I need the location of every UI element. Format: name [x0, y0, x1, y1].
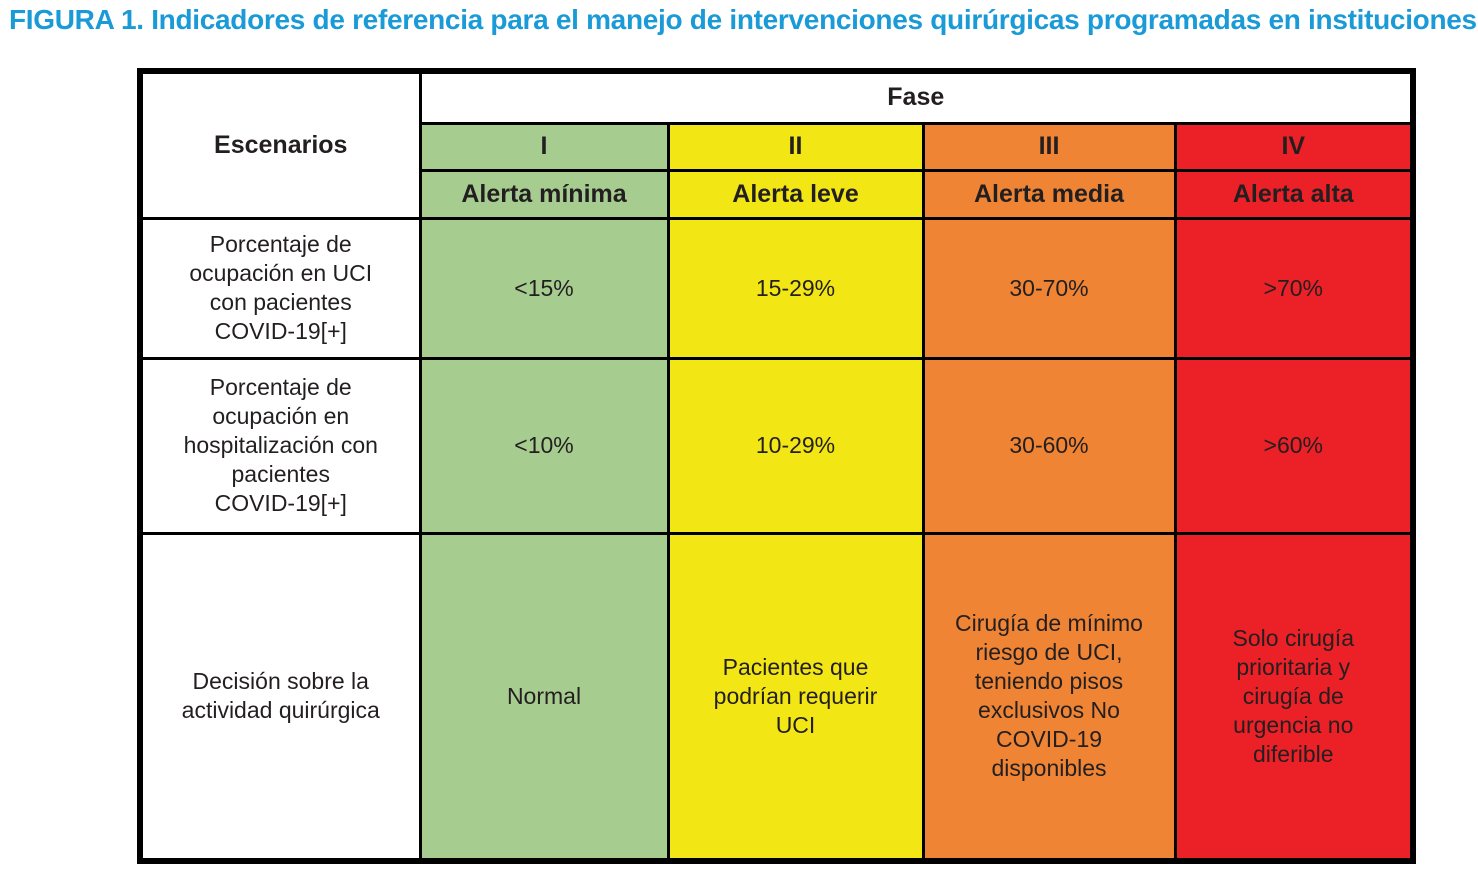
cell-decision-fase3: Cirugía de mínimo riesgo de UCI, teniend… [921, 531, 1177, 863]
phase-indicator-table: Escenarios Fase I II III IV Alerta mínim… [137, 68, 1417, 864]
fase-header: Fase [418, 69, 1415, 125]
alert-level-leve: Alerta leve [666, 168, 925, 220]
phase-numeral-3: III [921, 121, 1177, 172]
cell-hosp-fase2: 10-29% [666, 356, 925, 535]
alert-level-media: Alerta media [921, 168, 1177, 220]
cell-decision-fase2: Pacientes que podrían requerir UCI [666, 531, 925, 863]
cell-decision-fase4: Solo cirugía prioritaria y cirugía de ur… [1173, 531, 1415, 863]
cell-uci-fase4: >70% [1173, 216, 1415, 360]
row-label-decision-quirurgica: Decisión sobre la actividad quirúrgica [138, 531, 422, 863]
cell-hosp-fase1: <10% [418, 356, 670, 535]
cell-decision-fase1: Normal [418, 531, 670, 863]
figure-number-label: FIGURA 1. [9, 4, 144, 35]
row-label-ocupacion-hospitalizacion: Porcentaje de ocupación en hospitalizaci… [138, 356, 422, 535]
figure-title-text: Indicadores de referencia para el manejo… [143, 4, 1478, 35]
alert-level-alta: Alerta alta [1173, 168, 1415, 220]
cell-uci-fase1: <15% [418, 216, 670, 360]
phase-numeral-1: I [418, 121, 670, 172]
phase-numeral-4: IV [1173, 121, 1415, 172]
cell-hosp-fase3: 30-60% [921, 356, 1177, 535]
cell-hosp-fase4: >60% [1173, 356, 1415, 535]
phase-numeral-2: II [666, 121, 925, 172]
cell-uci-fase2: 15-29% [666, 216, 925, 360]
figure-title: FIGURA 1. Indicadores de referencia para… [9, 4, 1478, 36]
row-label-ocupacion-uci: Porcentaje de ocupación en UCI con pacie… [138, 216, 422, 360]
cell-uci-fase3: 30-70% [921, 216, 1177, 360]
escenarios-header: Escenarios [138, 69, 422, 220]
alert-level-minima: Alerta mínima [418, 168, 670, 220]
